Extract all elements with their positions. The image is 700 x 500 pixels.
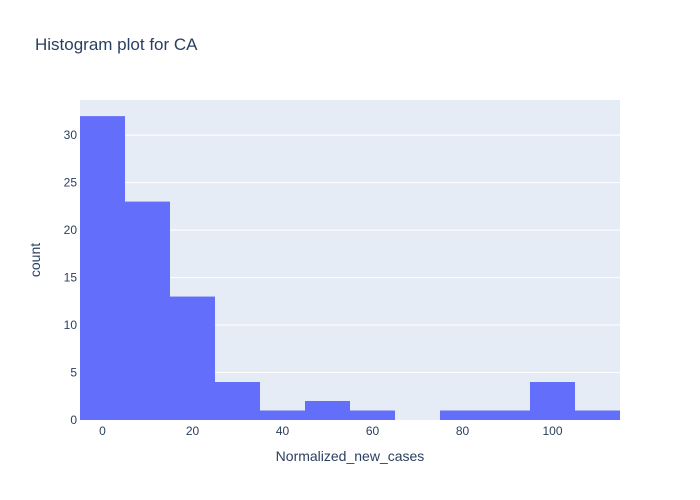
y-tick-label: 0 (70, 413, 77, 427)
histogram-bar (215, 382, 260, 420)
histogram-bar (440, 410, 485, 420)
y-tick-label: 5 (70, 366, 77, 380)
x-tick-label: 20 (186, 424, 200, 438)
y-axis-title: count (27, 243, 43, 277)
x-tick-labels: 0 20 40 60 80 100 (99, 424, 563, 438)
y-tick-label: 30 (64, 128, 78, 142)
histogram-bar (170, 296, 215, 420)
y-tick-label: 10 (64, 318, 78, 332)
histogram-bar (485, 410, 530, 420)
y-tick-labels: 0 5 10 15 20 25 30 (64, 128, 78, 427)
histogram-bar (305, 401, 350, 420)
x-tick-label: 40 (276, 424, 290, 438)
histogram-bar (350, 410, 395, 420)
x-tick-label: 100 (542, 424, 562, 438)
x-tick-label: 80 (456, 424, 470, 438)
bars (80, 116, 620, 421)
histogram-bar (80, 116, 125, 421)
x-axis-title: Normalized_new_cases (276, 448, 425, 464)
x-tick-label: 0 (99, 424, 106, 438)
histogram-bar (125, 201, 170, 420)
y-tick-label: 15 (64, 271, 78, 285)
histogram-bar (530, 382, 575, 420)
x-tick-label: 60 (366, 424, 380, 438)
y-tick-label: 25 (64, 176, 78, 190)
chart-title: Histogram plot for CA (35, 35, 198, 54)
histogram-bar (575, 410, 620, 420)
histogram-bar (260, 410, 305, 420)
y-tick-label: 20 (64, 223, 78, 237)
